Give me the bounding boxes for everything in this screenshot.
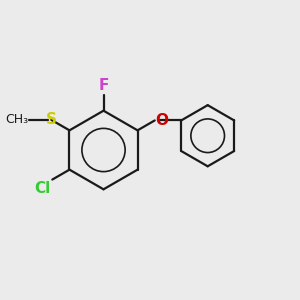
Text: S: S	[46, 112, 57, 128]
Text: CH₃: CH₃	[5, 113, 28, 126]
Text: O: O	[155, 113, 168, 128]
Text: Cl: Cl	[34, 181, 51, 196]
Text: F: F	[98, 78, 109, 93]
